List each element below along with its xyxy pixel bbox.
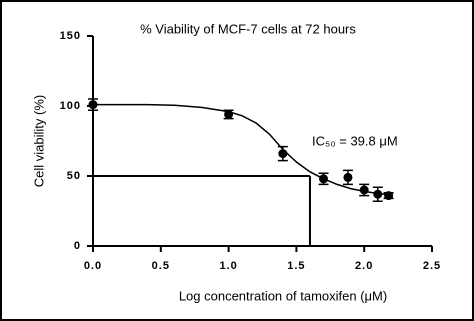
data-point <box>88 100 98 110</box>
y-axis-label: Cell viability (%) <box>31 95 46 187</box>
data-point <box>319 174 329 184</box>
x-tick-label: 2.5 <box>423 260 441 272</box>
data-point <box>343 172 353 182</box>
x-tick-label: 1.5 <box>287 260 305 272</box>
data-point <box>359 185 369 195</box>
y-tick-label: 150 <box>60 30 81 42</box>
fit-curve <box>93 103 392 196</box>
data-point <box>373 189 383 199</box>
x-tick-label: 1.0 <box>219 260 237 272</box>
annotation: IC₅₀ = 39.8 μM <box>312 133 398 148</box>
chart-title: % Viability of MCF-7 cells at 72 hours <box>140 21 356 36</box>
x-tick-label: 2.0 <box>355 260 373 272</box>
data-point <box>278 149 288 159</box>
y-tick-label: 0 <box>74 240 81 252</box>
x-axis-label: Log concentration of tamoxifen (μM) <box>179 288 387 303</box>
x-tick-label: 0.5 <box>152 260 170 272</box>
data-point <box>384 191 394 201</box>
y-tick-label: 100 <box>60 100 81 112</box>
x-tick-label: 0.0 <box>84 260 102 272</box>
y-tick-label: 50 <box>67 170 81 182</box>
data-point <box>224 109 234 119</box>
